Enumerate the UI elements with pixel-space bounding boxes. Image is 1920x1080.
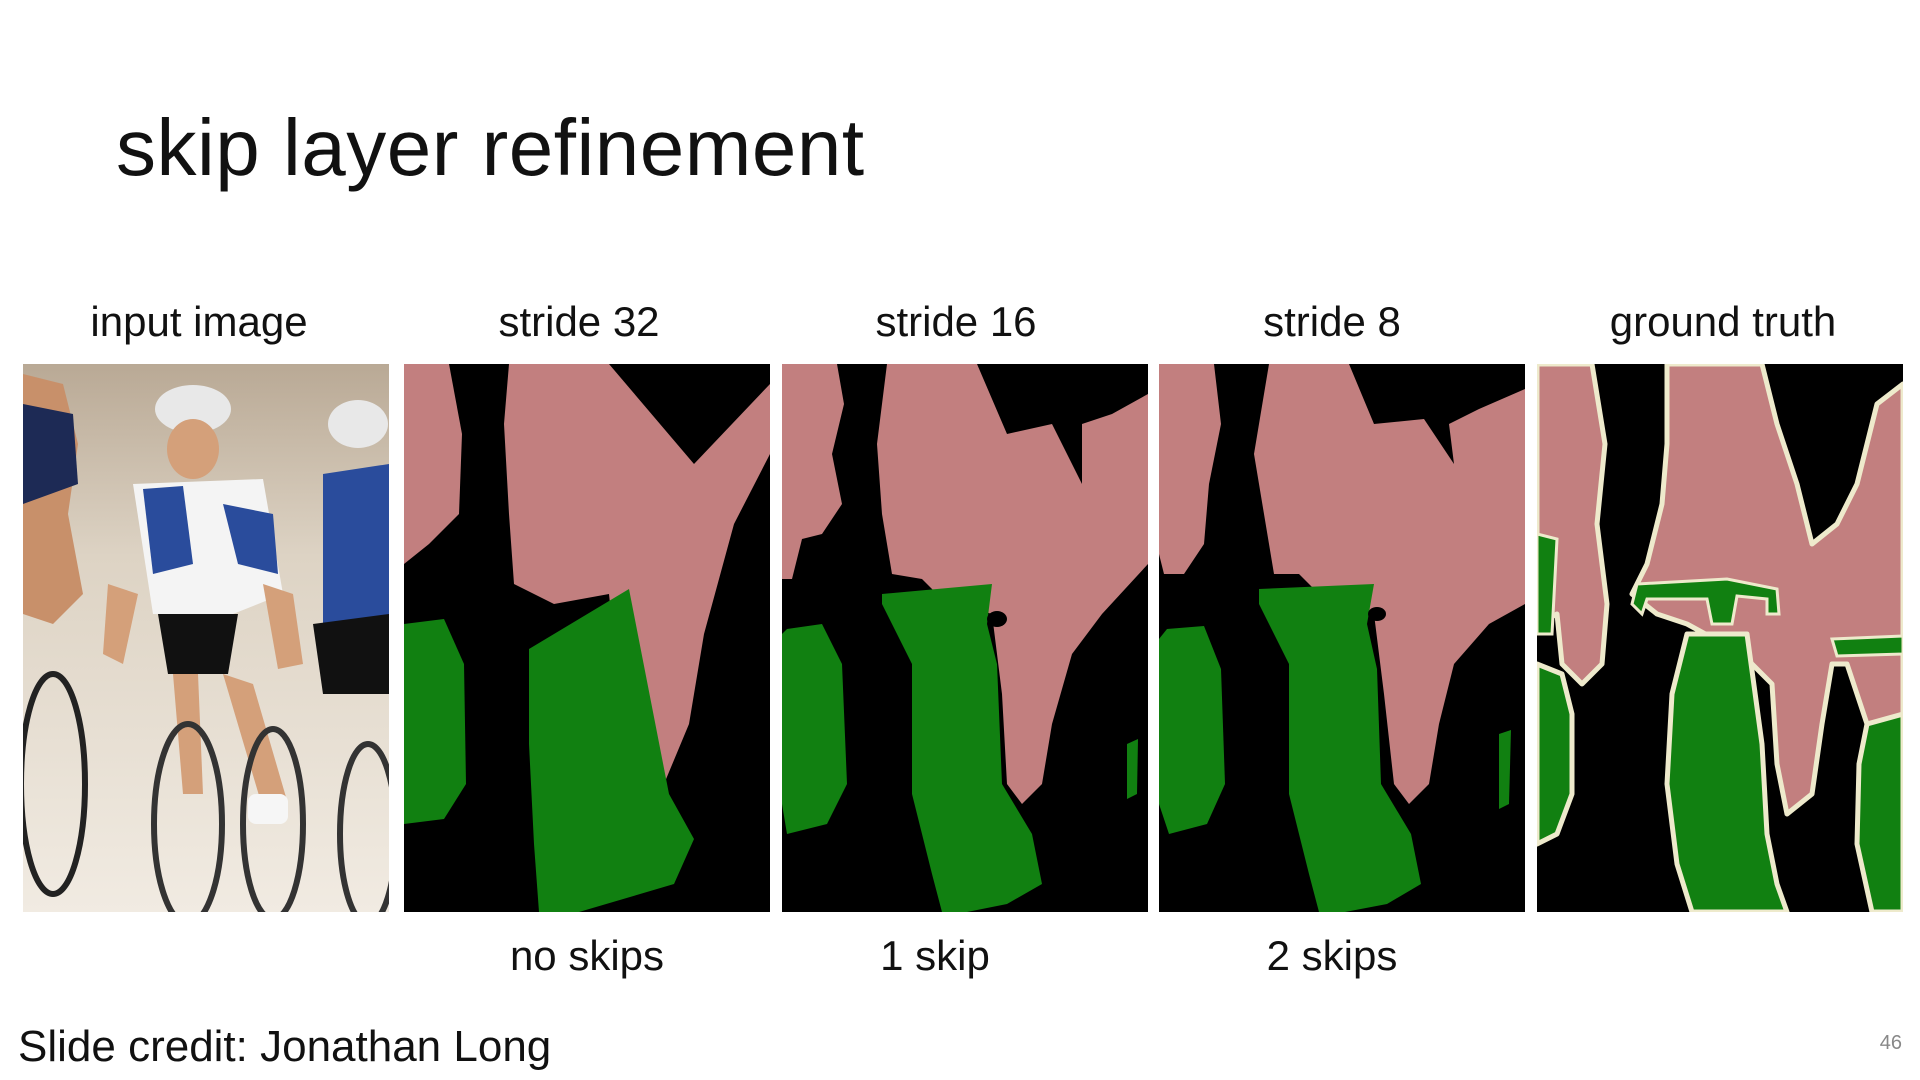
label-input-image: input image (90, 298, 308, 345)
segmentation-stride-8 (1159, 364, 1525, 912)
label-ground-truth: ground truth (1609, 298, 1837, 345)
page-number: 46 (1879, 1032, 1902, 1054)
label-stride-16: stride 16 (875, 298, 1037, 345)
sublabel-2-skips: 2 skips (1266, 932, 1398, 979)
sublabel-1-skip: 1 skip (880, 932, 990, 979)
sublabel-no-skips: no skips (509, 932, 665, 979)
slide-credit: Slide credit: Jonathan Long (18, 1022, 552, 1071)
label-stride-32: stride 32 (498, 298, 660, 345)
input-image (23, 364, 389, 912)
segmentation-ground-truth (1537, 364, 1903, 912)
label-stride-8: stride 8 (1263, 298, 1401, 345)
slide-title: skip layer refinement (116, 103, 865, 192)
segmentation-stride-16 (782, 364, 1148, 912)
segmentation-stride-32 (404, 364, 770, 912)
